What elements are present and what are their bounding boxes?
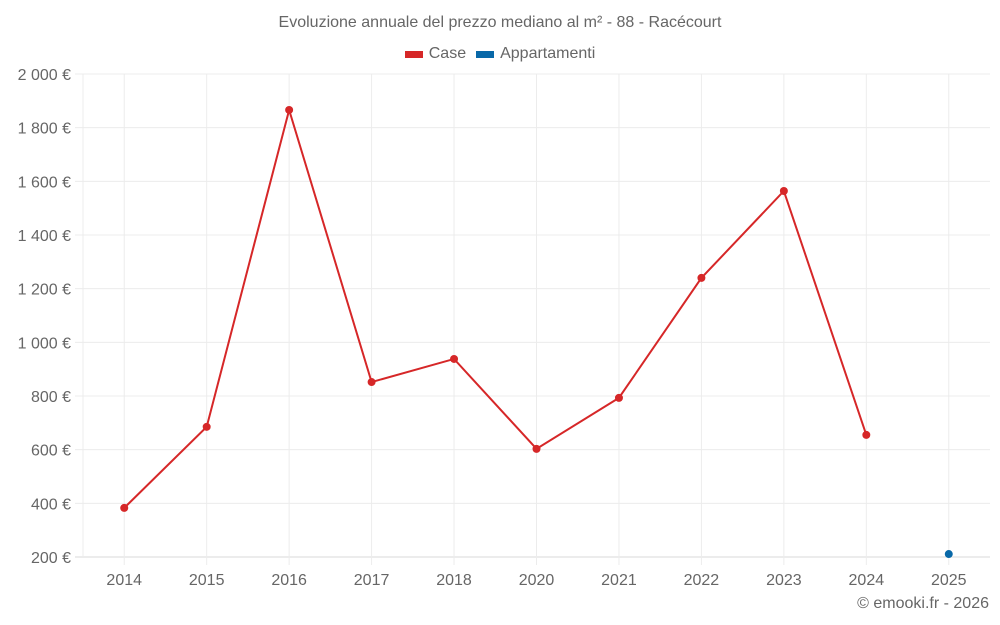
grid-lines bbox=[75, 73, 990, 565]
x-tick-label: 2018 bbox=[436, 572, 472, 589]
data-point-case[interactable] bbox=[862, 430, 871, 439]
data-point-case[interactable] bbox=[532, 444, 541, 453]
axes: 200 € 400 € 600 € 800 € 1 000 € 1 200 € 1 400 … bbox=[18, 67, 967, 589]
x-tick-label: 2014 bbox=[106, 572, 142, 589]
y-tick-label: 1 200 € bbox=[18, 282, 71, 299]
legend-swatch-appartamenti bbox=[476, 50, 495, 58]
y-tick-label: 2 000 € bbox=[18, 67, 71, 84]
y-tick-label: 200 € bbox=[31, 550, 71, 567]
legend-swatch-case bbox=[404, 50, 423, 58]
x-tick-label: 2025 bbox=[931, 572, 967, 589]
data-point-case[interactable] bbox=[779, 186, 788, 195]
y-tick-label: 600 € bbox=[31, 443, 71, 460]
x-tick-label: 2021 bbox=[601, 572, 637, 589]
data-point-case[interactable] bbox=[614, 393, 623, 402]
chart-legend: Case Appartamenti bbox=[0, 45, 1000, 63]
x-tick-label: 2020 bbox=[519, 572, 555, 589]
x-tick-label: 2016 bbox=[271, 572, 307, 589]
y-tick-label: 400 € bbox=[31, 496, 71, 513]
y-tick-label: 1 600 € bbox=[18, 174, 71, 191]
legend-label-appartamenti: Appartamenti bbox=[500, 45, 596, 62]
data-point-case[interactable] bbox=[285, 105, 294, 114]
legend-item-case[interactable]: Case bbox=[404, 45, 467, 63]
x-tick-label: 2023 bbox=[766, 572, 802, 589]
chart-title: Evoluzione annuale del prezzo mediano al… bbox=[278, 14, 722, 31]
x-tick-label: 2022 bbox=[684, 572, 720, 589]
data-series bbox=[120, 105, 953, 559]
y-tick-label: 1 400 € bbox=[18, 228, 71, 245]
data-point-case[interactable] bbox=[697, 273, 706, 282]
x-tick-label: 2015 bbox=[189, 572, 225, 589]
series-line-case bbox=[123, 106, 868, 509]
legend-item-appartamenti[interactable]: Appartamenti bbox=[476, 45, 595, 63]
data-point-appartamenti[interactable] bbox=[944, 550, 953, 559]
data-point-case[interactable] bbox=[450, 354, 459, 363]
data-point-case[interactable] bbox=[367, 378, 376, 387]
y-tick-label: 1 000 € bbox=[18, 335, 71, 352]
x-tick-label: 2024 bbox=[849, 572, 885, 589]
legend-label-case: Case bbox=[428, 45, 467, 62]
x-tick-label: 2017 bbox=[354, 572, 390, 589]
data-point-case[interactable] bbox=[120, 503, 129, 512]
data-point-case[interactable] bbox=[202, 422, 211, 431]
y-tick-label: 800 € bbox=[31, 389, 71, 406]
y-tick-label: 1 800 € bbox=[18, 121, 71, 138]
copyright-credit: © emooki.fr - 2026 bbox=[857, 595, 989, 612]
